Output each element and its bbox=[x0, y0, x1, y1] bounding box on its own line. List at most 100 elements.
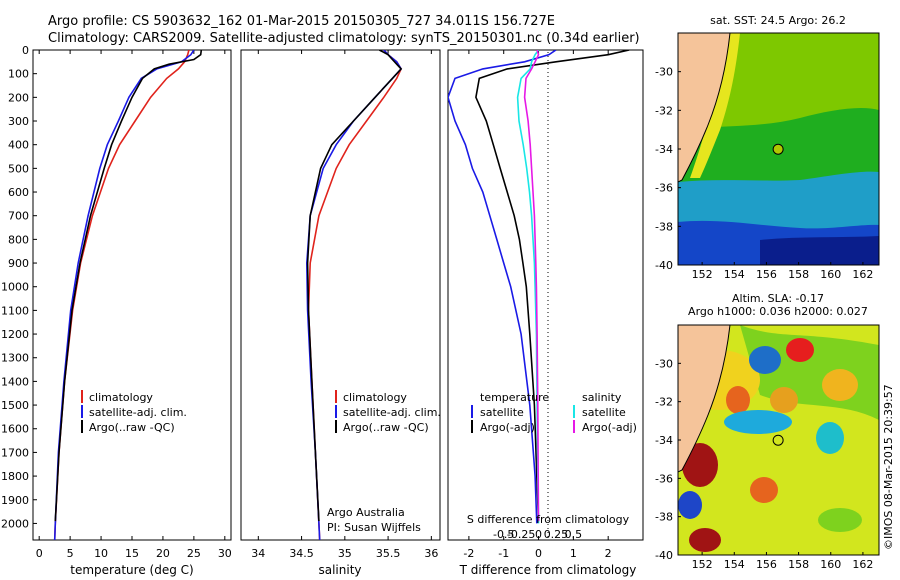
legend-salinity-heading: salinity bbox=[582, 391, 622, 404]
salinity-xlabel: salinity bbox=[318, 563, 361, 577]
depth-tick-label-16: 1600 bbox=[1, 423, 29, 436]
legend-satellite: satellite-adj. clim. bbox=[343, 406, 441, 419]
depth-tick-label-2: 200 bbox=[8, 91, 29, 104]
map3-xtick-label-1: 154 bbox=[724, 268, 745, 281]
temperature-xtick-label-5: 25 bbox=[187, 547, 201, 560]
difference-xtick-label-4: 2 bbox=[605, 547, 612, 560]
annotation-argo-australia: Argo Australia bbox=[327, 506, 405, 519]
salinity-lines bbox=[305, 50, 403, 540]
map4-xtick-label-5: 162 bbox=[852, 558, 873, 571]
imos-credit: ©IMOS 08-Mar-2015 20:39:57 bbox=[882, 384, 895, 550]
depth-tick-label-9: 900 bbox=[8, 257, 29, 270]
depth-tick-label-19: 1900 bbox=[1, 494, 29, 507]
depth-axis: 0 100 200 300 400 500 600 700 800 900 1000 1100 1200… bbox=[1, 44, 37, 530]
map4-xtick-label-0: 152 bbox=[692, 558, 713, 571]
depth-tick-label-7: 700 bbox=[8, 210, 29, 223]
map4-ytick-label-4: -38 bbox=[655, 511, 673, 524]
temperature-xlabel: temperature (deg C) bbox=[70, 563, 193, 577]
s-xtick-label-3: 0.25 bbox=[544, 528, 569, 541]
s-difference-label: S difference from climatology bbox=[467, 513, 630, 526]
sla-map-axes: 152 154 156 158 160 162 -30 -32 -34 -36 -38 -40 bbox=[655, 357, 873, 571]
temperature-panel: 0100200300400500600700800900100011001200… bbox=[1, 44, 232, 577]
difference-axes-frame bbox=[447, 49, 644, 541]
temperature-xtick-label-0: 0 bbox=[36, 547, 43, 560]
legend-s-argo: Argo(-adj) bbox=[582, 421, 637, 434]
map3-ytick-label-2: -34 bbox=[655, 143, 673, 156]
difference-line-temperature-argo-adj- bbox=[475, 50, 630, 522]
sla-green-eddy bbox=[818, 508, 862, 532]
depth-tick-label-13: 1300 bbox=[1, 352, 29, 365]
depth-tick-label-8: 800 bbox=[8, 233, 29, 246]
title-line-2: Climatology: CARS2009. Satellite-adjuste… bbox=[48, 31, 640, 46]
legend-climatology: climatology bbox=[89, 391, 153, 404]
depth-tick-label-3: 300 bbox=[8, 115, 29, 128]
sla-blue-eddy-1 bbox=[749, 346, 781, 374]
map4-ytick-label-1: -32 bbox=[655, 396, 673, 409]
depth-tick-label-11: 1100 bbox=[1, 304, 29, 317]
salinity-panel: 34 34.5 35 35.5 36 climatology satellite-adj… bbox=[240, 49, 441, 577]
map3-xtick-label-0: 152 bbox=[692, 268, 713, 281]
map3-ytick-label-4: -38 bbox=[655, 220, 673, 233]
sst-map-axes: 152 154 156 158 160 162 -30 -32 -34 -36 -38 -40 bbox=[655, 66, 873, 281]
map3-xtick-label-5: 162 bbox=[852, 268, 873, 281]
sst-argo-marker bbox=[772, 143, 784, 155]
sla-argo-marker bbox=[772, 434, 784, 446]
temperature-line-argo bbox=[54, 50, 203, 522]
temperature-axes-frame bbox=[32, 49, 232, 541]
legend-t-satellite: satellite bbox=[480, 406, 524, 419]
title-line-1: Argo profile: CS 5903632_162 01-Mar-2015… bbox=[48, 14, 555, 29]
depth-tick-label-10: 1000 bbox=[1, 281, 29, 294]
map4-ytick-label-2: -34 bbox=[655, 434, 673, 447]
map4-xtick-label-3: 158 bbox=[788, 558, 809, 571]
sla-map-image bbox=[678, 325, 879, 555]
temperature-lines bbox=[53, 50, 203, 540]
depth-tick-label-14: 1400 bbox=[1, 375, 29, 388]
sla-map-title-2: Argo h1000: 0.036 h2000: 0.027 bbox=[688, 305, 868, 318]
temperature-xtick-label-2: 10 bbox=[94, 547, 108, 560]
sla-map-title-1: Altim. SLA: -0.17 bbox=[732, 292, 824, 305]
legend-argo: Argo(..raw -QC) bbox=[89, 421, 175, 434]
depth-tick-label-4: 400 bbox=[8, 139, 29, 152]
salinity-xtick-label-3: 35.5 bbox=[376, 547, 401, 560]
map3-xtick-label-3: 158 bbox=[788, 268, 809, 281]
salinity-xtick-label-4: 36 bbox=[424, 547, 438, 560]
temperature-xtick-label-6: 30 bbox=[218, 547, 232, 560]
temperature-legend: climatology satellite-adj. clim. Argo(..… bbox=[81, 390, 187, 434]
sla-cyan-eddy bbox=[816, 422, 844, 454]
depth-tick-label-20: 2000 bbox=[1, 517, 29, 530]
difference-xtick-label-2: 0 bbox=[535, 547, 542, 560]
sst-map-image bbox=[678, 33, 879, 265]
map3-ytick-label-0: -30 bbox=[655, 66, 673, 79]
map3-ytick-label-3: -36 bbox=[655, 182, 673, 195]
s-xtick-label-0: -0.5 bbox=[493, 528, 514, 541]
temperature-xtick-label-3: 15 bbox=[125, 547, 139, 560]
sla-red-eddy-3 bbox=[689, 528, 721, 552]
depth-tick-label-18: 1800 bbox=[1, 470, 29, 483]
sla-orange-eddy-3 bbox=[822, 369, 858, 401]
difference-xtick-label-1: -1 bbox=[498, 547, 509, 560]
difference-panel: -2 -1 0 1 2 -0.5-0.25 0 0.250.5 temperature sat… bbox=[447, 49, 644, 577]
depth-tick-label-0: 0 bbox=[22, 44, 29, 57]
map4-ytick-label-5: -40 bbox=[655, 549, 673, 562]
map4-xtick-label-4: 160 bbox=[820, 558, 841, 571]
legend-satellite: satellite-adj. clim. bbox=[89, 406, 187, 419]
sla-land bbox=[678, 325, 731, 473]
sst-coldest-zone bbox=[760, 236, 879, 265]
sst-map-panel: sat. SST: 24.5 Argo: 26.2 152 154 156 158 16… bbox=[655, 14, 880, 281]
depth-tick-label-17: 1700 bbox=[1, 446, 29, 459]
sst-map-title: sat. SST: 24.5 Argo: 26.2 bbox=[710, 14, 846, 27]
map4-ytick-label-3: -36 bbox=[655, 472, 673, 485]
sst-land bbox=[678, 33, 731, 183]
legend-t-argo: Argo(-adj) bbox=[480, 421, 535, 434]
map3-xtick-label-4: 160 bbox=[820, 268, 841, 281]
sla-cyan-band bbox=[724, 410, 792, 434]
map4-ytick-label-0: -30 bbox=[655, 357, 673, 370]
legend-s-satellite: satellite bbox=[582, 406, 626, 419]
map3-xtick-label-2: 156 bbox=[756, 268, 777, 281]
salinity-x-axis: 34 34.5 35 35.5 36 bbox=[251, 50, 438, 560]
s-xtick-label-4: 0.5 bbox=[565, 528, 583, 541]
salinity-line-argo bbox=[306, 50, 403, 522]
legend-argo: Argo(..raw -QC) bbox=[343, 421, 429, 434]
difference-x-axis: -2 -1 0 1 2 -0.5-0.25 0 0.250.5 bbox=[463, 50, 612, 560]
sla-red-eddy-2 bbox=[682, 443, 718, 487]
